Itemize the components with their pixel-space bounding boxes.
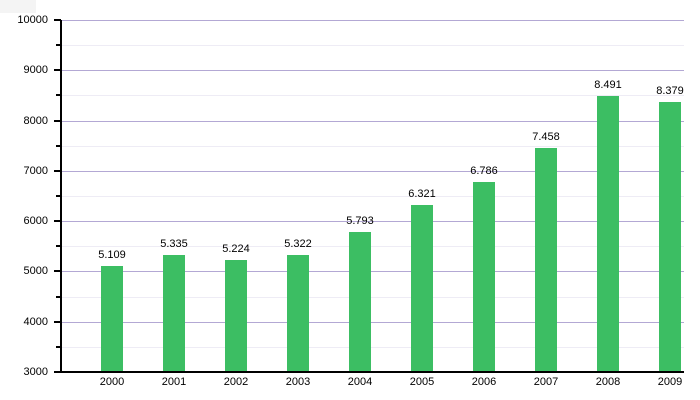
major-gridline: [61, 171, 684, 172]
x-axis-tick-label: 2005: [409, 376, 435, 388]
bar-value-label: 7.458: [532, 131, 560, 143]
bar-2002: [225, 260, 247, 372]
x-axis-tick-label: 2003: [285, 376, 311, 388]
bar-2006: [473, 182, 495, 372]
y-axis-minor-tick: [56, 346, 61, 348]
y-axis-major-tick: [54, 120, 61, 122]
y-axis-tick-label: 4000: [23, 316, 48, 328]
major-gridline: [61, 322, 684, 323]
y-axis-tick-label: 9000: [23, 64, 48, 76]
y-axis-tick-label: 8000: [23, 115, 48, 127]
y-axis-minor-tick: [56, 44, 61, 46]
x-axis-tick-label: 2001: [161, 376, 187, 388]
minor-gridline: [61, 146, 684, 147]
minor-gridline: [61, 95, 684, 96]
y-axis-minor-tick: [56, 245, 61, 247]
y-axis-minor-tick: [56, 296, 61, 298]
x-axis-tick-label: 2009: [657, 376, 683, 388]
y-axis-major-tick: [54, 321, 61, 323]
y-axis-tick-label: 3000: [23, 366, 48, 378]
y-axis-major-tick: [54, 270, 61, 272]
x-axis-tick-label: 2004: [347, 376, 373, 388]
x-axis-tick-label: 2002: [223, 376, 249, 388]
minor-gridline: [61, 45, 684, 46]
y-axis-tick-label: 5000: [23, 265, 48, 277]
major-gridline: [61, 271, 684, 272]
bar-2000: [101, 266, 123, 372]
x-axis-line: [54, 371, 684, 373]
bar-value-label: 6.321: [408, 188, 436, 200]
bar-2001: [163, 255, 185, 372]
y-axis-major-tick: [54, 19, 61, 21]
y-axis-minor-tick: [56, 195, 61, 197]
bar-value-label: 8.491: [594, 79, 622, 91]
major-gridline: [61, 20, 684, 21]
bar-value-label: 8.379: [656, 85, 684, 97]
bar-value-label: 6.786: [470, 165, 498, 177]
y-axis-tick-label: 7000: [23, 165, 48, 177]
x-axis-tick-label: 2007: [533, 376, 559, 388]
x-axis-tick-label: 2008: [595, 376, 621, 388]
y-axis-major-tick: [54, 170, 61, 172]
major-gridline: [61, 70, 684, 71]
y-axis-tick-label: 10000: [17, 14, 48, 26]
y-axis-tick-label: 6000: [23, 215, 48, 227]
y-axis-minor-tick: [56, 145, 61, 147]
minor-gridline: [61, 297, 684, 298]
bar-2005: [411, 205, 433, 372]
x-axis-tick-label: 2000: [99, 376, 125, 388]
bar-2009: [659, 102, 681, 372]
y-axis-minor-tick: [56, 94, 61, 96]
bar-value-label: 5.322: [284, 238, 312, 250]
bar-value-label: 5.335: [160, 238, 188, 250]
bar-value-label: 5.224: [222, 243, 250, 255]
major-gridline: [61, 121, 684, 122]
x-axis-tick-label: 2006: [471, 376, 497, 388]
bar-2008: [597, 96, 619, 372]
bar-value-label: 5.793: [346, 215, 374, 227]
corner-artifact: [0, 0, 36, 13]
y-axis-major-tick: [54, 69, 61, 71]
bar-2003: [287, 255, 309, 372]
y-axis-major-tick: [54, 220, 61, 222]
minor-gridline: [61, 196, 684, 197]
y-axis-line: [60, 20, 62, 373]
bar-2004: [349, 232, 371, 372]
bar-value-label: 5.109: [98, 249, 126, 261]
minor-gridline: [61, 347, 684, 348]
bar-2007: [535, 148, 557, 372]
